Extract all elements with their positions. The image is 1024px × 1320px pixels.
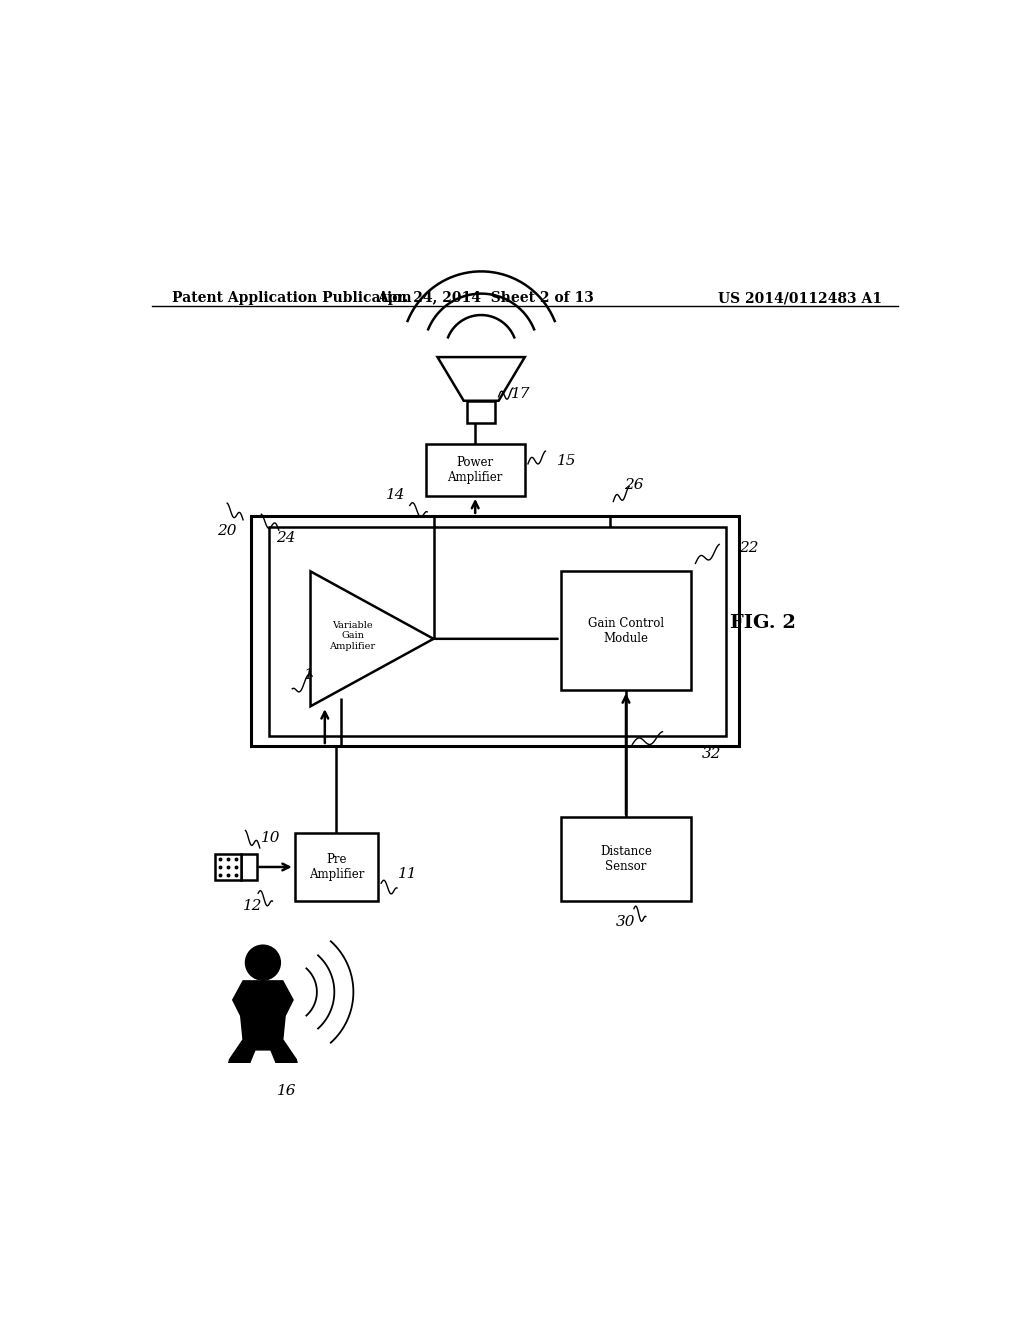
Text: 17: 17 bbox=[511, 387, 530, 401]
Text: 15: 15 bbox=[557, 454, 577, 467]
Text: 12: 12 bbox=[243, 899, 262, 912]
Bar bbox=[269, 527, 726, 735]
Bar bbox=[251, 516, 739, 746]
Text: 26: 26 bbox=[625, 478, 644, 492]
Bar bbox=[560, 572, 691, 690]
Bar bbox=[560, 817, 691, 900]
Text: 14: 14 bbox=[386, 487, 406, 502]
Text: 16: 16 bbox=[276, 1084, 297, 1098]
Text: 22: 22 bbox=[739, 541, 759, 556]
Text: Variable
Gain
Amplifier: Variable Gain Amplifier bbox=[330, 620, 376, 651]
Polygon shape bbox=[437, 358, 524, 401]
Polygon shape bbox=[310, 572, 433, 706]
Text: Power
Amplifier: Power Amplifier bbox=[447, 457, 503, 484]
Bar bbox=[426, 445, 525, 496]
Text: 32: 32 bbox=[701, 747, 721, 760]
Text: 10: 10 bbox=[260, 830, 280, 845]
Bar bbox=[467, 401, 496, 422]
Bar bbox=[295, 833, 378, 900]
Text: FIG. 2: FIG. 2 bbox=[730, 614, 796, 632]
Bar bbox=[241, 854, 257, 879]
Bar bbox=[215, 854, 241, 879]
Text: 1: 1 bbox=[304, 668, 313, 681]
Text: Distance
Sensor: Distance Sensor bbox=[600, 845, 652, 873]
Text: Pre
Amplifier: Pre Amplifier bbox=[308, 853, 364, 880]
Polygon shape bbox=[225, 981, 301, 1080]
Text: 30: 30 bbox=[616, 915, 636, 929]
Text: Gain Control
Module: Gain Control Module bbox=[588, 616, 664, 645]
Text: 24: 24 bbox=[275, 531, 295, 545]
Text: US 2014/0112483 A1: US 2014/0112483 A1 bbox=[718, 292, 882, 305]
Text: Patent Application Publication: Patent Application Publication bbox=[172, 292, 412, 305]
Text: 11: 11 bbox=[397, 867, 418, 880]
Circle shape bbox=[246, 945, 281, 979]
Text: Apr. 24, 2014  Sheet 2 of 13: Apr. 24, 2014 Sheet 2 of 13 bbox=[377, 292, 594, 305]
Text: 20: 20 bbox=[217, 524, 237, 537]
